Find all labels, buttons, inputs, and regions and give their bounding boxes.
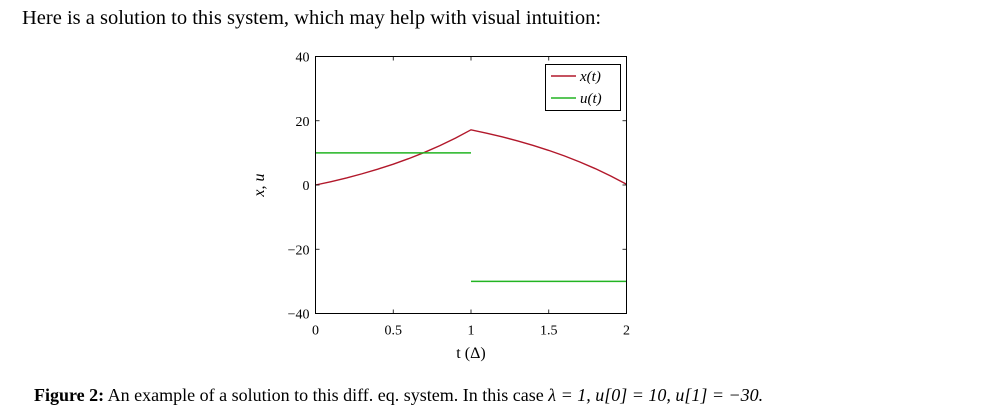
y-tick-label: −40	[288, 308, 310, 323]
figure-caption: Figure 2: An example of a solution to th…	[34, 385, 763, 406]
intro-text: Here is a solution to this system, which…	[22, 7, 602, 29]
legend-box	[545, 64, 621, 111]
legend-label: u(t)	[580, 91, 602, 107]
x-tick-label: 0	[312, 324, 319, 339]
y-tick-label: 40	[296, 51, 310, 66]
y-tick-label: −20	[288, 243, 310, 258]
x-tick-label: 2	[623, 324, 630, 339]
x-tick-label: 0.5	[385, 324, 403, 339]
y-tick-label: 20	[296, 115, 310, 130]
caption-text: An example of a solution to this diff. e…	[107, 385, 549, 405]
legend-label: x(t)	[579, 69, 601, 85]
x-tick-label: 1.5	[540, 324, 558, 339]
caption-label: Figure 2:	[34, 385, 105, 405]
y-axis-label: x, u	[251, 173, 268, 197]
x-tick-label: 1	[468, 324, 475, 339]
x-axis-label: t (Δ)	[456, 345, 485, 362]
series-line-xt	[315, 129, 627, 186]
y-tick-label: 0	[303, 179, 310, 194]
caption-math: λ = 1, u[0] = 10, u[1] = −30.	[548, 385, 764, 405]
